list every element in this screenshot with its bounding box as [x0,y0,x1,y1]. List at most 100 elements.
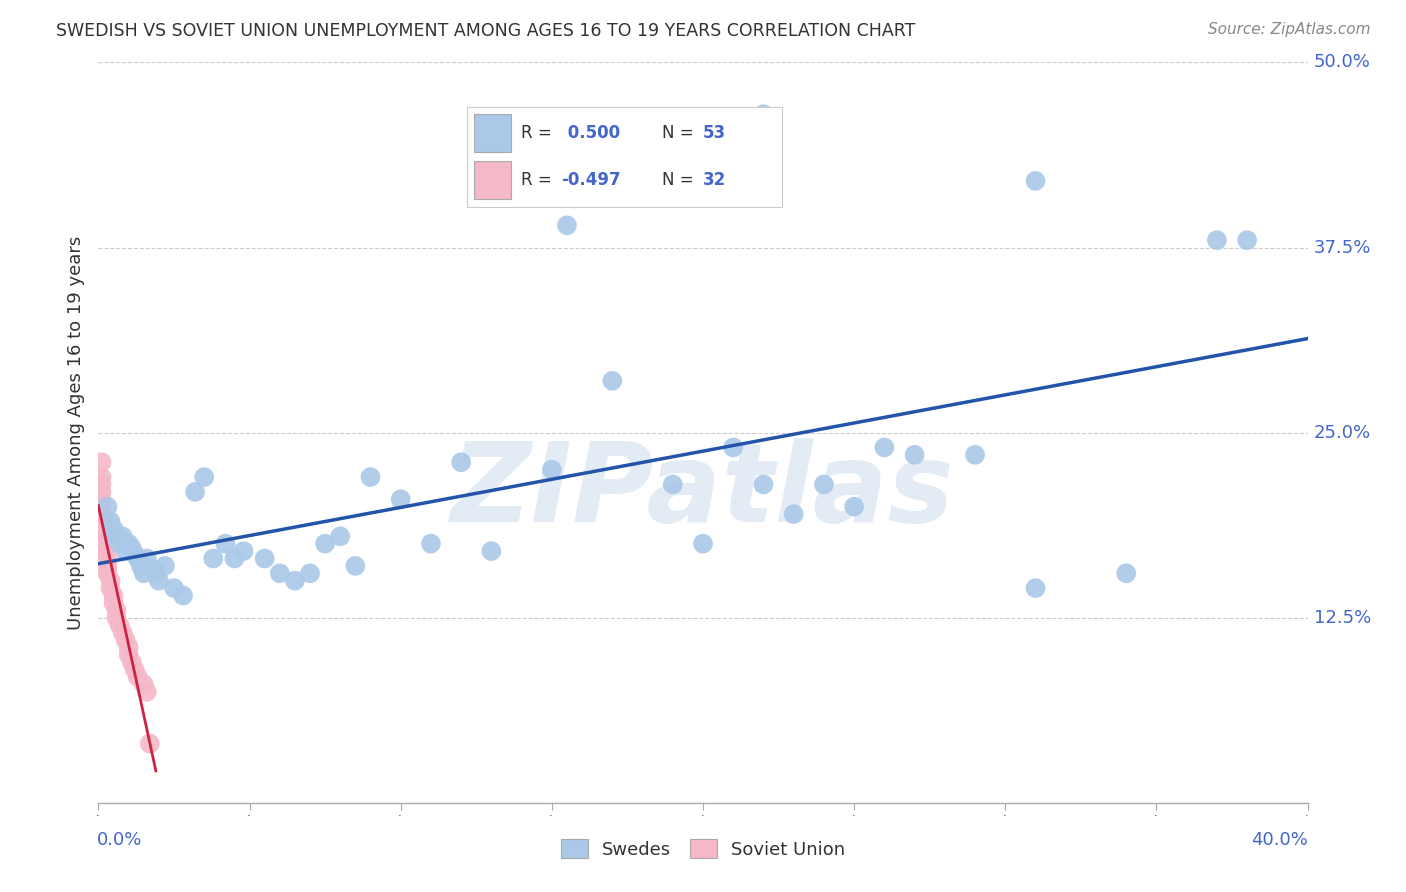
Point [142,562,165,576]
Text: 12.5%: 12.5% [1313,608,1371,627]
Text: 50.0%: 50.0% [1313,54,1371,71]
Point [813,477,835,491]
Point [105,610,128,624]
Point [329,529,352,543]
Point [127,670,149,684]
Point [202,551,225,566]
Point [253,551,276,566]
Point [96,500,118,514]
Point [114,544,136,558]
Point [114,632,136,647]
Text: 25.0%: 25.0% [1313,424,1371,442]
Point [1024,174,1046,188]
Point [360,470,382,484]
Point [752,107,775,121]
Point [90,500,112,514]
Point [661,477,683,491]
Point [103,589,125,603]
Text: 40.0%: 40.0% [1251,831,1308,849]
Point [105,529,128,543]
Point [93,529,115,543]
Point [90,507,112,521]
Text: 37.5%: 37.5% [1313,238,1371,257]
Point [284,574,307,588]
Point [93,522,115,536]
Point [555,219,578,233]
Point [904,448,927,462]
Point [193,470,215,484]
Point [420,536,443,550]
Point [389,492,412,507]
Point [96,558,118,573]
Text: ZIPatlas: ZIPatlas [451,438,955,545]
Point [1206,233,1229,247]
Point [96,566,118,581]
Point [132,566,155,581]
Point [96,551,118,566]
Point [481,544,503,558]
Point [127,551,149,566]
Point [269,566,291,581]
Point [224,551,246,566]
Point [118,536,141,550]
Point [121,541,143,555]
Point [100,515,122,529]
Point [145,566,167,581]
Point [90,455,112,469]
Point [132,677,155,691]
Point [692,536,714,550]
Point [124,547,146,561]
Point [93,536,115,550]
Point [783,507,806,521]
Point [344,558,367,573]
Point [108,618,131,632]
Point [121,655,143,669]
Point [965,448,987,462]
Point [163,581,186,595]
Point [299,566,322,581]
Point [111,529,134,543]
Point [232,544,254,558]
Point [90,492,112,507]
Point [1024,581,1046,595]
Point [450,455,472,469]
Point [148,574,170,588]
Point [103,522,125,536]
Text: 0.0%: 0.0% [97,831,142,849]
Point [118,648,141,662]
Point [172,589,194,603]
Point [124,663,146,677]
Point [135,685,157,699]
Point [1115,566,1137,581]
Point [723,441,745,455]
Point [602,374,624,388]
Point [314,536,336,550]
Point [844,500,866,514]
Text: SWEDISH VS SOVIET UNION UNEMPLOYMENT AMONG AGES 16 TO 19 YEARS CORRELATION CHART: SWEDISH VS SOVIET UNION UNEMPLOYMENT AMO… [56,22,915,40]
Point [873,441,896,455]
Point [752,477,775,491]
Point [100,574,122,588]
Point [90,484,112,499]
Point [100,581,122,595]
Point [135,551,157,566]
Point [153,558,176,573]
Point [184,484,207,499]
Point [214,536,236,550]
Point [108,536,131,550]
Point [105,603,128,617]
Point [93,544,115,558]
Point [139,737,162,751]
Point [103,596,125,610]
Text: Source: ZipAtlas.com: Source: ZipAtlas.com [1208,22,1371,37]
Point [540,462,562,476]
Point [90,470,112,484]
Point [129,558,152,573]
Y-axis label: Unemployment Among Ages 16 to 19 years: Unemployment Among Ages 16 to 19 years [66,235,84,630]
Point [111,625,134,640]
Point [90,477,112,491]
Legend: Swedes, Soviet Union: Swedes, Soviet Union [551,830,855,868]
Point [1236,233,1258,247]
Point [118,640,141,655]
Point [90,515,112,529]
